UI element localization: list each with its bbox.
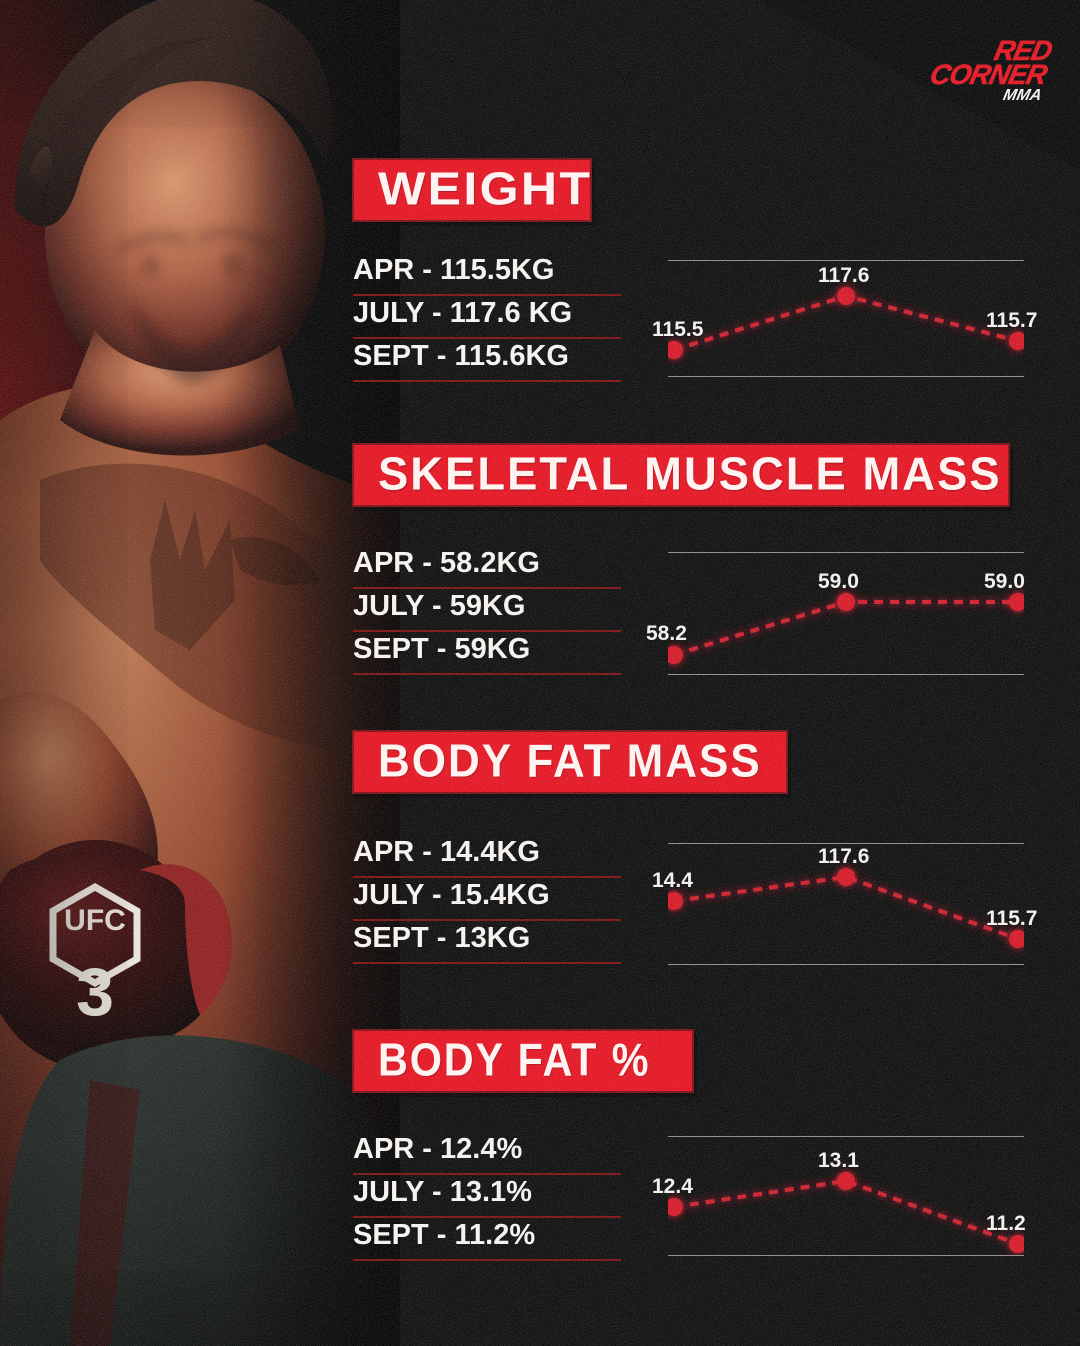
svg-text:MMA: MMA — [1002, 86, 1044, 104]
